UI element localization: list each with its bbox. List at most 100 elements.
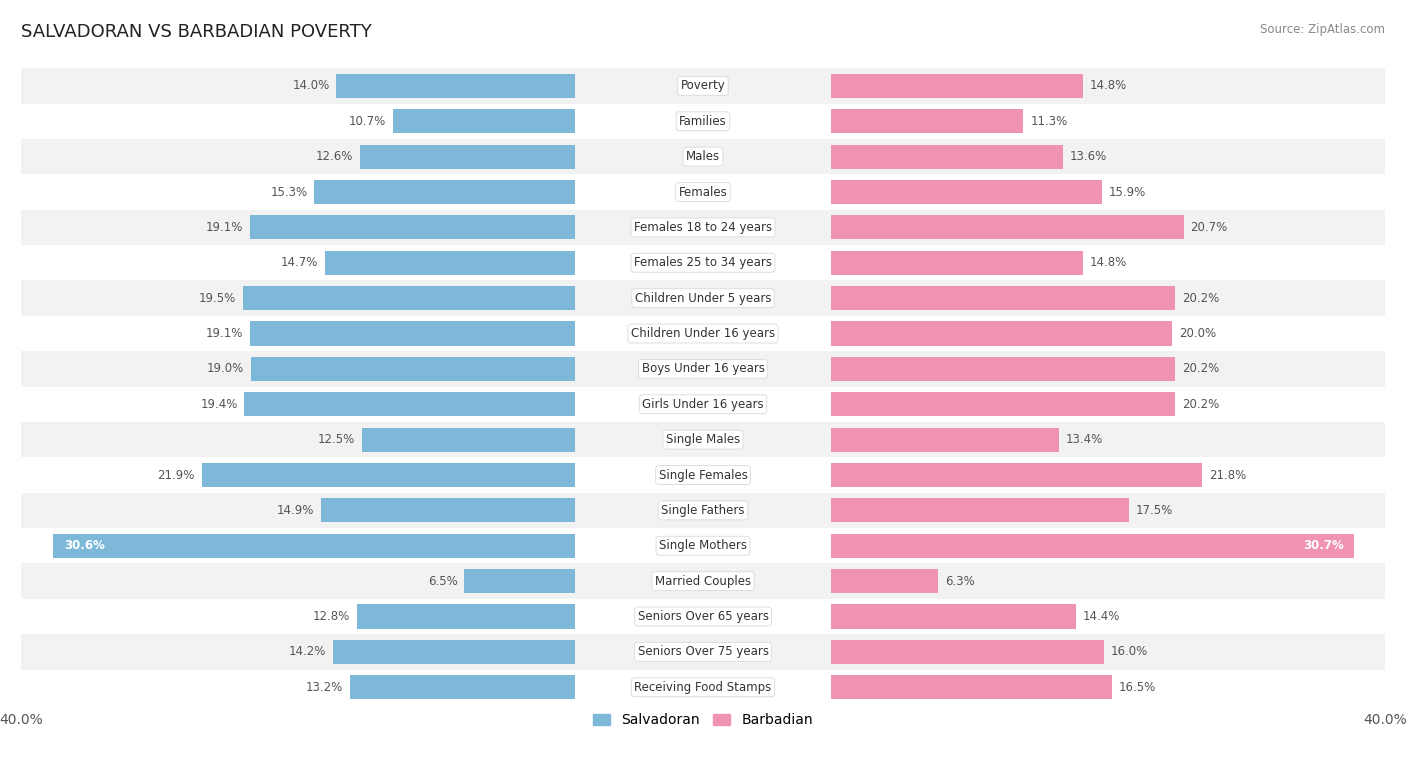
Bar <box>53 534 575 558</box>
Text: 6.3%: 6.3% <box>945 575 974 587</box>
Text: 14.4%: 14.4% <box>1083 610 1121 623</box>
Text: Receiving Food Stamps: Receiving Food Stamps <box>634 681 772 694</box>
Text: 6.5%: 6.5% <box>427 575 457 587</box>
Text: 14.7%: 14.7% <box>280 256 318 269</box>
Text: Seniors Over 65 years: Seniors Over 65 years <box>637 610 769 623</box>
Bar <box>336 74 575 98</box>
Bar <box>831 321 1171 346</box>
Text: Females 25 to 34 years: Females 25 to 34 years <box>634 256 772 269</box>
Bar <box>4 104 1402 139</box>
Text: 21.9%: 21.9% <box>157 468 195 481</box>
Bar <box>4 563 1402 599</box>
Bar <box>831 675 1112 700</box>
Bar <box>315 180 575 204</box>
Text: 19.1%: 19.1% <box>205 221 243 234</box>
Bar <box>360 145 575 169</box>
Bar <box>4 68 1402 104</box>
Bar <box>333 640 575 664</box>
Bar <box>831 215 1184 240</box>
Text: Poverty: Poverty <box>681 80 725 92</box>
Text: 20.7%: 20.7% <box>1191 221 1227 234</box>
Bar <box>245 392 575 416</box>
Bar <box>4 387 1402 422</box>
Text: Single Fathers: Single Fathers <box>661 504 745 517</box>
Bar <box>325 251 575 275</box>
Bar <box>4 174 1402 210</box>
Bar <box>4 493 1402 528</box>
Text: 15.9%: 15.9% <box>1109 186 1146 199</box>
Bar <box>363 428 575 452</box>
Text: 30.7%: 30.7% <box>1303 539 1344 553</box>
Text: 11.3%: 11.3% <box>1031 114 1067 128</box>
Text: Males: Males <box>686 150 720 163</box>
Bar <box>831 428 1059 452</box>
Bar <box>831 145 1063 169</box>
Bar <box>831 498 1129 522</box>
Text: Single Mothers: Single Mothers <box>659 539 747 553</box>
Text: 20.2%: 20.2% <box>1182 292 1219 305</box>
Text: 16.0%: 16.0% <box>1111 645 1147 659</box>
Text: 30.6%: 30.6% <box>63 539 104 553</box>
Text: 15.3%: 15.3% <box>270 186 308 199</box>
Text: 12.8%: 12.8% <box>314 610 350 623</box>
Bar <box>243 286 575 310</box>
Text: Girls Under 16 years: Girls Under 16 years <box>643 398 763 411</box>
Bar <box>831 569 938 594</box>
Bar <box>4 351 1402 387</box>
Bar <box>831 604 1077 628</box>
Text: 14.2%: 14.2% <box>288 645 326 659</box>
Bar <box>4 528 1402 563</box>
Bar <box>392 109 575 133</box>
Bar <box>464 569 575 594</box>
Bar <box>350 675 575 700</box>
Legend: Salvadoran, Barbadian: Salvadoran, Barbadian <box>588 708 818 733</box>
Bar <box>831 463 1202 487</box>
Text: 12.5%: 12.5% <box>318 433 356 446</box>
Bar <box>4 457 1402 493</box>
Bar <box>249 321 575 346</box>
Text: 14.9%: 14.9% <box>277 504 315 517</box>
Text: Females 18 to 24 years: Females 18 to 24 years <box>634 221 772 234</box>
Text: 20.2%: 20.2% <box>1182 362 1219 375</box>
Bar <box>252 357 575 381</box>
Bar <box>4 280 1402 316</box>
Bar <box>831 392 1175 416</box>
Text: Children Under 16 years: Children Under 16 years <box>631 327 775 340</box>
Bar <box>249 215 575 240</box>
Bar <box>831 534 1354 558</box>
Text: 13.6%: 13.6% <box>1070 150 1107 163</box>
Text: 13.2%: 13.2% <box>307 681 343 694</box>
Bar <box>831 109 1024 133</box>
Text: 19.1%: 19.1% <box>205 327 243 340</box>
Text: 14.8%: 14.8% <box>1090 256 1128 269</box>
Text: 14.0%: 14.0% <box>292 80 329 92</box>
Bar <box>4 316 1402 351</box>
Bar <box>357 604 575 628</box>
Bar <box>831 640 1104 664</box>
Text: Single Females: Single Females <box>658 468 748 481</box>
Text: 20.0%: 20.0% <box>1178 327 1216 340</box>
Text: 10.7%: 10.7% <box>349 114 385 128</box>
Bar <box>4 422 1402 457</box>
Bar <box>4 245 1402 280</box>
Bar <box>831 74 1083 98</box>
Bar <box>831 251 1083 275</box>
Bar <box>831 286 1175 310</box>
Bar <box>202 463 575 487</box>
Text: 16.5%: 16.5% <box>1119 681 1156 694</box>
Bar <box>4 669 1402 705</box>
Text: Children Under 5 years: Children Under 5 years <box>634 292 772 305</box>
Text: Single Males: Single Males <box>666 433 740 446</box>
Text: SALVADORAN VS BARBADIAN POVERTY: SALVADORAN VS BARBADIAN POVERTY <box>21 23 371 41</box>
Text: Source: ZipAtlas.com: Source: ZipAtlas.com <box>1260 23 1385 36</box>
Text: 13.4%: 13.4% <box>1066 433 1104 446</box>
Text: Married Couples: Married Couples <box>655 575 751 587</box>
Text: 12.6%: 12.6% <box>316 150 353 163</box>
Text: Boys Under 16 years: Boys Under 16 years <box>641 362 765 375</box>
Text: 19.0%: 19.0% <box>207 362 245 375</box>
Bar <box>4 139 1402 174</box>
Text: 21.8%: 21.8% <box>1209 468 1247 481</box>
Text: 14.8%: 14.8% <box>1090 80 1128 92</box>
Bar <box>4 210 1402 245</box>
Text: 19.5%: 19.5% <box>198 292 236 305</box>
